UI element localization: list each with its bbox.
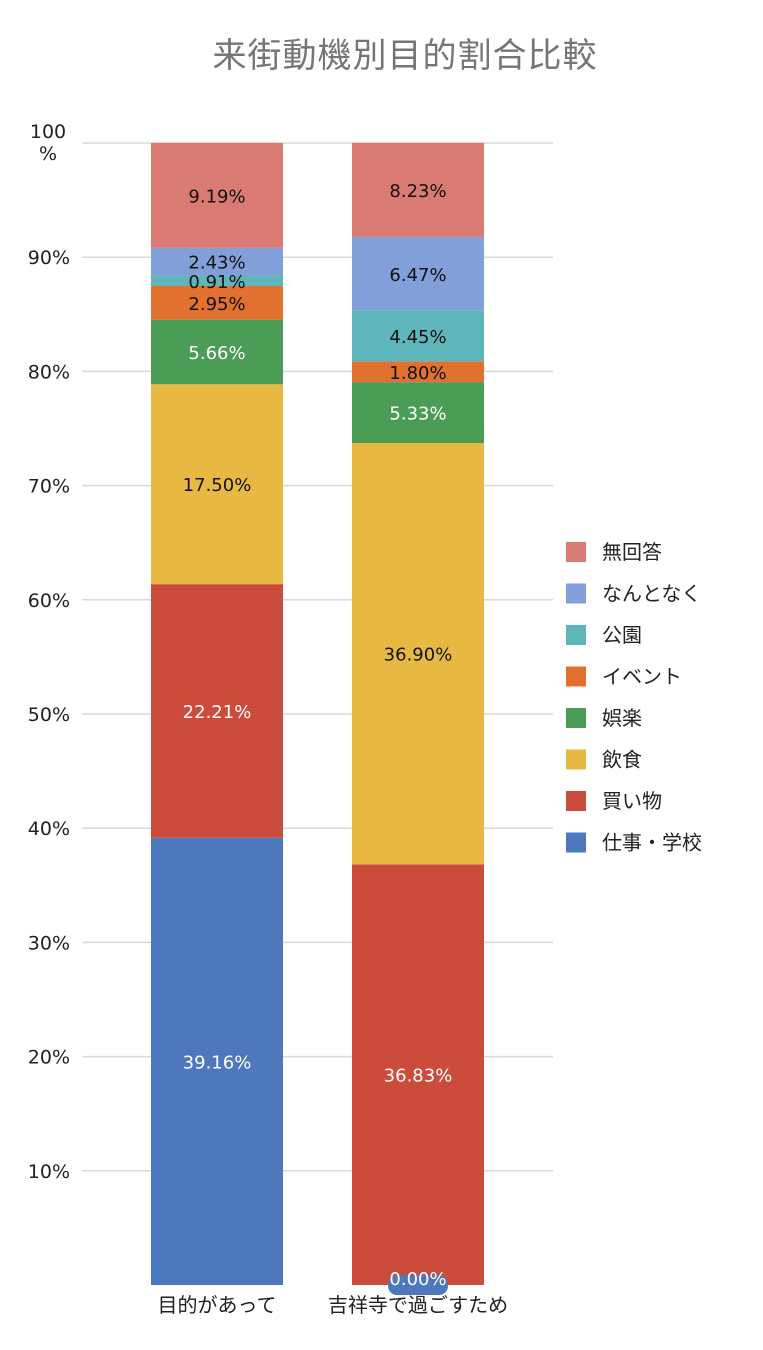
data-label---1: 1.80%: [389, 363, 446, 384]
y-tick-label: 40%: [28, 818, 70, 840]
y-tick-label: 100%: [30, 121, 66, 165]
legend-swatch--: [566, 708, 586, 728]
y-tick-label: 70%: [28, 476, 70, 498]
legend-label--: 買い物: [602, 789, 662, 813]
legend-label--: なんとなく: [602, 582, 701, 606]
bar-segment---0: [151, 275, 283, 286]
y-axis: 10% 20% 30% 40% 50% 60% 70% 80% 90% 100%: [28, 121, 70, 1183]
legend-label--: 飲食: [602, 748, 642, 772]
bar-segment---1: [352, 382, 484, 444]
x-axis: 目的があって 吉祥寺で過ごすため: [158, 1293, 509, 1317]
data-label---0: 22.21%: [183, 702, 252, 723]
data-label---0: 17.50%: [183, 475, 252, 496]
data-label---1: 0.00%: [389, 1269, 446, 1290]
bar-segment---0: [151, 584, 283, 838]
bar-segment---1: [352, 236, 484, 311]
data-label---1: 5.33%: [389, 404, 446, 425]
bar-segment---0: [151, 142, 283, 248]
chart-title: 来街動機別目的割合比較: [212, 36, 598, 76]
data-label---1: 4.45%: [389, 327, 446, 348]
legend-label--: 無回答: [602, 540, 662, 564]
legend-label--: 娯楽: [602, 706, 642, 730]
bar-segment---0: [151, 384, 283, 585]
data-label---1: 36.90%: [384, 645, 453, 666]
data-label---0: 39.16%: [183, 1052, 252, 1073]
legend-label--: 公園: [602, 623, 642, 647]
y-tick-label: 80%: [28, 361, 70, 383]
bar-segment---1: [352, 361, 484, 383]
data-label---0: 9.19%: [188, 186, 245, 207]
bars: [151, 142, 484, 1285]
y-tick-label: 60%: [28, 590, 70, 612]
bar-segment---1: [352, 864, 484, 1285]
bar-segment---1: [352, 310, 484, 362]
legend-swatch--: [566, 749, 586, 770]
data-label---1: 6.47%: [389, 265, 446, 286]
data-labels: 39.16% 22.21% 17.50% 5.66% 2.95%0.91%2.43% 9.…: [183, 181, 453, 1295]
data-label---0: 5.66%: [188, 343, 245, 364]
y-tick-label: 30%: [28, 932, 70, 954]
data-label---0: 2.95%: [188, 294, 245, 315]
bar-segment---0: [151, 319, 283, 385]
y-tick-label: 10%: [28, 1161, 70, 1183]
bar-segment---0: [151, 285, 283, 320]
bar-segment---0: [151, 837, 283, 1285]
legend-swatch--: [566, 666, 586, 687]
legend-swatch--: [566, 832, 586, 853]
zero-label-highlight: [388, 1275, 448, 1295]
y-tick-label: 20%: [28, 1047, 70, 1069]
legend-label--: 仕事・学校: [602, 831, 702, 855]
data-label---1: 36.83%: [384, 1066, 453, 1087]
y-tick-label: 90%: [28, 247, 70, 269]
legend-swatch--: [566, 625, 586, 645]
data-label---0: 2.43%: [188, 253, 245, 274]
legend-swatch--: [566, 791, 586, 811]
category-label-1: 吉祥寺で過ごすため: [328, 1293, 508, 1317]
bar-segment---1: [352, 142, 484, 237]
category-label-0: 目的があって: [158, 1293, 277, 1317]
legend-label--: イベント: [602, 665, 682, 689]
data-label---1: 8.23%: [389, 181, 446, 202]
y-tick-label: 50%: [28, 704, 70, 726]
data-label---0: 0.91%: [188, 272, 245, 293]
bar-segment---0: [151, 247, 283, 276]
legend-swatch--: [566, 542, 586, 562]
legend-swatch--: [566, 583, 586, 604]
bar-segment---1: [352, 443, 484, 865]
